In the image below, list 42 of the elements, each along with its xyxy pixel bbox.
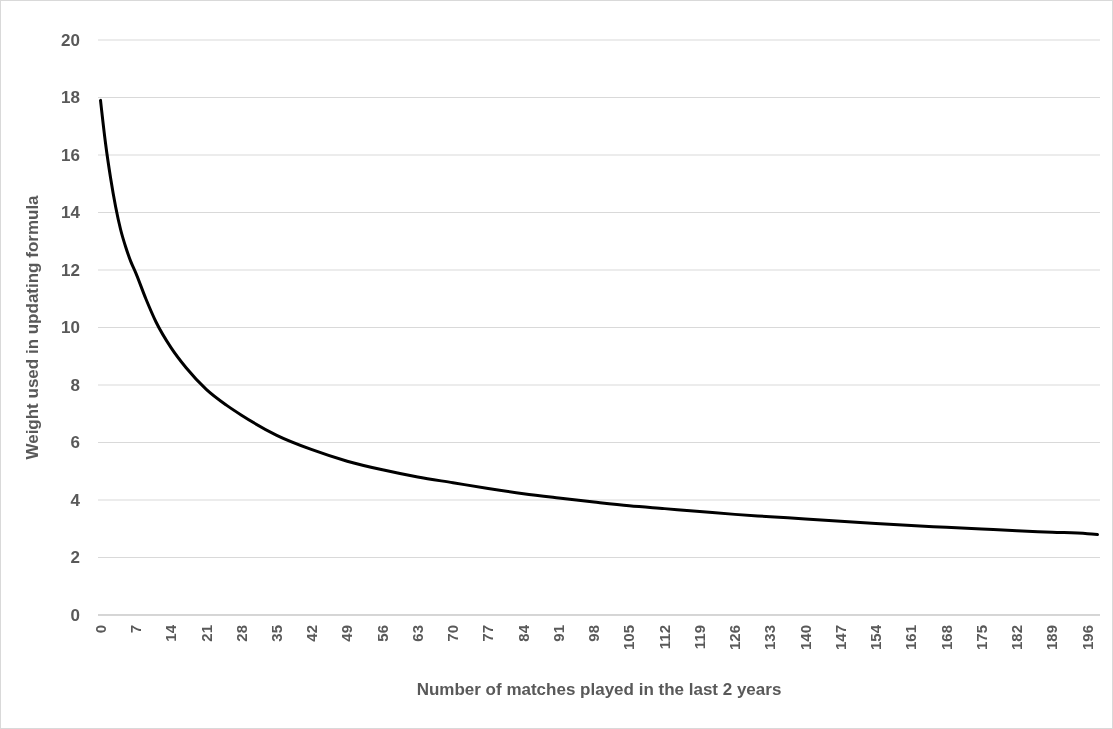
x-tick-label: 35	[268, 625, 285, 642]
y-tick-label: 14	[61, 203, 81, 223]
y-tick-label: 4	[70, 490, 81, 510]
x-tick-label: 175	[972, 625, 990, 651]
y-tick-label: 12	[61, 260, 80, 280]
x-tick-label: 105	[620, 625, 638, 651]
y-tick-label: 10	[61, 318, 80, 338]
x-tick-label: 161	[902, 625, 920, 651]
y-tick-label: 16	[61, 145, 80, 165]
x-tick-label: 133	[761, 625, 779, 651]
x-tick-label: 189	[1043, 625, 1061, 651]
x-tick-label: 0	[91, 625, 109, 634]
x-tick-label: 63	[408, 625, 426, 642]
y-tick-label: 6	[70, 433, 80, 453]
x-tick-label: 42	[303, 625, 321, 642]
x-tick-label: 119	[690, 625, 708, 650]
y-tick-label: 18	[61, 88, 80, 108]
x-tick-label: 140	[796, 625, 814, 651]
x-tick-label: 7	[127, 625, 145, 634]
x-tick-label: 154	[867, 624, 885, 651]
x-tick-label: 98	[585, 625, 603, 642]
x-tick-label: 14	[162, 624, 180, 642]
x-tick-label: 196	[1078, 625, 1096, 651]
y-tick-label: 2	[70, 548, 80, 568]
x-tick-label: 182	[1008, 625, 1026, 651]
y-axis-title: Weight used in updating formula	[23, 194, 42, 460]
x-tick-label: 112	[655, 625, 673, 650]
x-tick-label: 49	[338, 625, 356, 642]
x-tick-label: 70	[444, 625, 462, 642]
x-tick-label: 91	[549, 625, 567, 642]
line-series	[99, 98, 1099, 536]
x-tick-label: 56	[373, 625, 391, 642]
x-tick-label: 77	[479, 625, 497, 642]
y-tick-label: 8	[70, 375, 80, 395]
x-tick-label: 168	[937, 625, 955, 651]
x-tick-label: 147	[831, 625, 849, 651]
x-axis-title: Number of matches played in the last 2 years	[416, 680, 782, 699]
x-tick-label: 21	[197, 625, 215, 642]
y-tick-label: 20	[61, 30, 80, 50]
x-tick-label: 84	[514, 624, 532, 642]
x-tick-label: 28	[232, 625, 250, 642]
x-tick-label: 126	[726, 625, 744, 651]
